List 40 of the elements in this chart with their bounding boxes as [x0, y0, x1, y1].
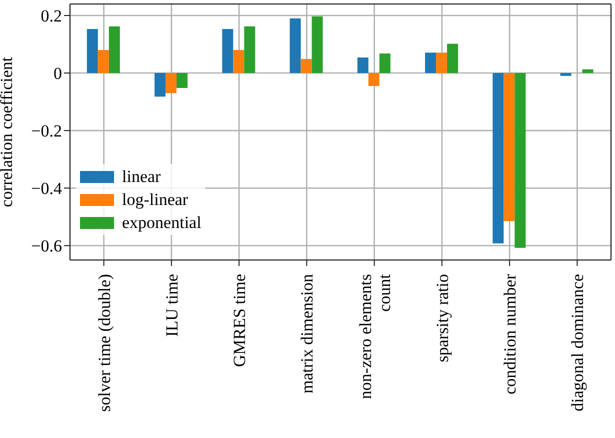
bar — [233, 50, 244, 74]
bar — [290, 18, 301, 74]
x-tick-label: GMRES time — [230, 274, 250, 368]
x-tick-label: ILU time — [162, 274, 182, 337]
bar — [312, 16, 323, 74]
bar — [492, 73, 504, 244]
bar — [98, 50, 109, 74]
x-tick-label: matrix dimension — [298, 274, 317, 394]
bar — [436, 52, 448, 74]
x-tick-label: solver time (double) — [94, 274, 114, 412]
bar — [300, 58, 312, 74]
bar — [560, 73, 572, 76]
bar — [108, 26, 120, 74]
legend-label: linear — [122, 166, 161, 187]
bar — [222, 29, 234, 74]
x-tick-label: diagonal dominance — [568, 274, 588, 412]
y-tick-label: 0 — [54, 64, 62, 84]
bar — [176, 73, 188, 88]
bar — [357, 58, 368, 74]
bar — [368, 73, 380, 86]
bar — [166, 73, 177, 94]
bar — [514, 73, 526, 248]
y-tick-label: −0.6 — [31, 236, 62, 256]
x-tick-label: non-zero elements count — [356, 274, 394, 400]
bar — [447, 44, 458, 74]
bar — [86, 29, 98, 74]
legend-label: exponential — [122, 212, 202, 233]
bar — [582, 69, 594, 74]
bar — [244, 26, 256, 74]
bar — [379, 53, 390, 74]
y-tick-label: −0.4 — [31, 179, 62, 198]
x-tick-label: condition number — [500, 274, 520, 394]
legend-label: log-linear — [122, 189, 188, 210]
y-tick-label: −0.2 — [31, 122, 62, 141]
x-tick-label: sparsity ratio — [432, 274, 452, 362]
bar — [154, 73, 166, 97]
bar — [504, 73, 515, 222]
y-tick-label: 0.2 — [40, 6, 62, 26]
y-axis-title: correlation coefficient — [0, 56, 16, 208]
bar — [425, 52, 436, 74]
